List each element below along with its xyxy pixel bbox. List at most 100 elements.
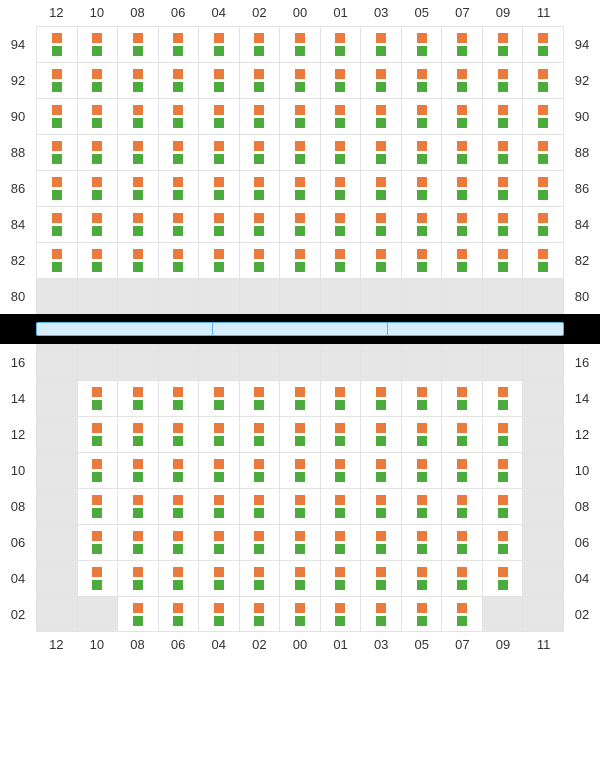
slot-filled[interactable]	[36, 171, 77, 206]
slot-filled[interactable]	[482, 453, 523, 488]
slot-filled[interactable]	[360, 525, 401, 560]
slot-empty[interactable]	[77, 597, 118, 631]
slot-empty[interactable]	[441, 279, 482, 313]
slot-empty[interactable]	[360, 345, 401, 380]
slot-filled[interactable]	[360, 135, 401, 170]
slot-filled[interactable]	[158, 207, 199, 242]
slot-filled[interactable]	[117, 597, 158, 631]
slot-filled[interactable]	[279, 453, 320, 488]
slot-filled[interactable]	[279, 63, 320, 98]
slot-filled[interactable]	[279, 171, 320, 206]
slot-filled[interactable]	[401, 561, 442, 596]
slot-filled[interactable]	[522, 63, 564, 98]
slot-filled[interactable]	[441, 489, 482, 524]
slot-filled[interactable]	[441, 171, 482, 206]
slot-filled[interactable]	[320, 171, 361, 206]
slot-filled[interactable]	[279, 243, 320, 278]
slot-filled[interactable]	[279, 597, 320, 631]
slot-filled[interactable]	[360, 489, 401, 524]
slot-filled[interactable]	[117, 489, 158, 524]
slot-empty[interactable]	[36, 453, 77, 488]
slot-filled[interactable]	[360, 243, 401, 278]
slot-filled[interactable]	[117, 417, 158, 452]
slot-filled[interactable]	[198, 171, 239, 206]
slot-filled[interactable]	[239, 243, 280, 278]
slot-filled[interactable]	[279, 99, 320, 134]
slot-filled[interactable]	[360, 453, 401, 488]
slot-filled[interactable]	[482, 171, 523, 206]
slot-filled[interactable]	[401, 135, 442, 170]
slot-filled[interactable]	[77, 453, 118, 488]
slot-filled[interactable]	[239, 561, 280, 596]
slot-filled[interactable]	[401, 63, 442, 98]
slot-filled[interactable]	[117, 525, 158, 560]
slot-filled[interactable]	[320, 381, 361, 416]
slot-filled[interactable]	[158, 381, 199, 416]
slot-empty[interactable]	[158, 345, 199, 380]
slot-filled[interactable]	[401, 525, 442, 560]
slot-filled[interactable]	[198, 381, 239, 416]
slot-filled[interactable]	[401, 99, 442, 134]
slot-empty[interactable]	[36, 381, 77, 416]
slot-filled[interactable]	[401, 489, 442, 524]
slot-empty[interactable]	[36, 597, 77, 631]
slot-filled[interactable]	[36, 207, 77, 242]
slot-filled[interactable]	[441, 63, 482, 98]
slot-filled[interactable]	[522, 99, 564, 134]
slot-filled[interactable]	[360, 99, 401, 134]
slot-filled[interactable]	[320, 207, 361, 242]
slot-filled[interactable]	[441, 561, 482, 596]
slot-empty[interactable]	[36, 279, 77, 313]
slot-filled[interactable]	[360, 207, 401, 242]
slot-filled[interactable]	[158, 453, 199, 488]
slot-empty[interactable]	[401, 345, 442, 380]
slot-filled[interactable]	[522, 171, 564, 206]
slot-filled[interactable]	[77, 381, 118, 416]
slot-filled[interactable]	[441, 27, 482, 62]
slot-empty[interactable]	[198, 345, 239, 380]
slot-empty[interactable]	[522, 489, 564, 524]
slot-filled[interactable]	[320, 99, 361, 134]
slot-empty[interactable]	[279, 279, 320, 313]
slot-filled[interactable]	[441, 597, 482, 631]
slot-filled[interactable]	[198, 207, 239, 242]
slot-filled[interactable]	[36, 27, 77, 62]
slot-filled[interactable]	[320, 525, 361, 560]
slot-filled[interactable]	[36, 99, 77, 134]
slot-filled[interactable]	[522, 243, 564, 278]
slot-filled[interactable]	[360, 171, 401, 206]
slot-filled[interactable]	[158, 99, 199, 134]
bridge-segment[interactable]	[36, 322, 212, 336]
bridge-segment[interactable]	[212, 322, 388, 336]
slot-empty[interactable]	[360, 279, 401, 313]
slot-filled[interactable]	[320, 561, 361, 596]
slot-filled[interactable]	[198, 525, 239, 560]
slot-filled[interactable]	[117, 99, 158, 134]
slot-empty[interactable]	[36, 345, 77, 380]
slot-filled[interactable]	[401, 27, 442, 62]
slot-filled[interactable]	[239, 27, 280, 62]
slot-filled[interactable]	[117, 453, 158, 488]
slot-filled[interactable]	[279, 27, 320, 62]
slot-filled[interactable]	[239, 171, 280, 206]
slot-filled[interactable]	[158, 489, 199, 524]
slot-filled[interactable]	[482, 99, 523, 134]
slot-filled[interactable]	[360, 63, 401, 98]
slot-empty[interactable]	[36, 561, 77, 596]
slot-empty[interactable]	[117, 345, 158, 380]
slot-filled[interactable]	[360, 381, 401, 416]
slot-filled[interactable]	[77, 27, 118, 62]
slot-filled[interactable]	[320, 489, 361, 524]
slot-filled[interactable]	[158, 135, 199, 170]
slot-filled[interactable]	[441, 381, 482, 416]
slot-filled[interactable]	[158, 63, 199, 98]
slot-empty[interactable]	[522, 345, 564, 380]
slot-filled[interactable]	[360, 597, 401, 631]
slot-filled[interactable]	[320, 135, 361, 170]
slot-filled[interactable]	[77, 525, 118, 560]
slot-filled[interactable]	[360, 27, 401, 62]
slot-filled[interactable]	[198, 597, 239, 631]
slot-filled[interactable]	[482, 27, 523, 62]
slot-empty[interactable]	[320, 279, 361, 313]
slot-empty[interactable]	[36, 489, 77, 524]
